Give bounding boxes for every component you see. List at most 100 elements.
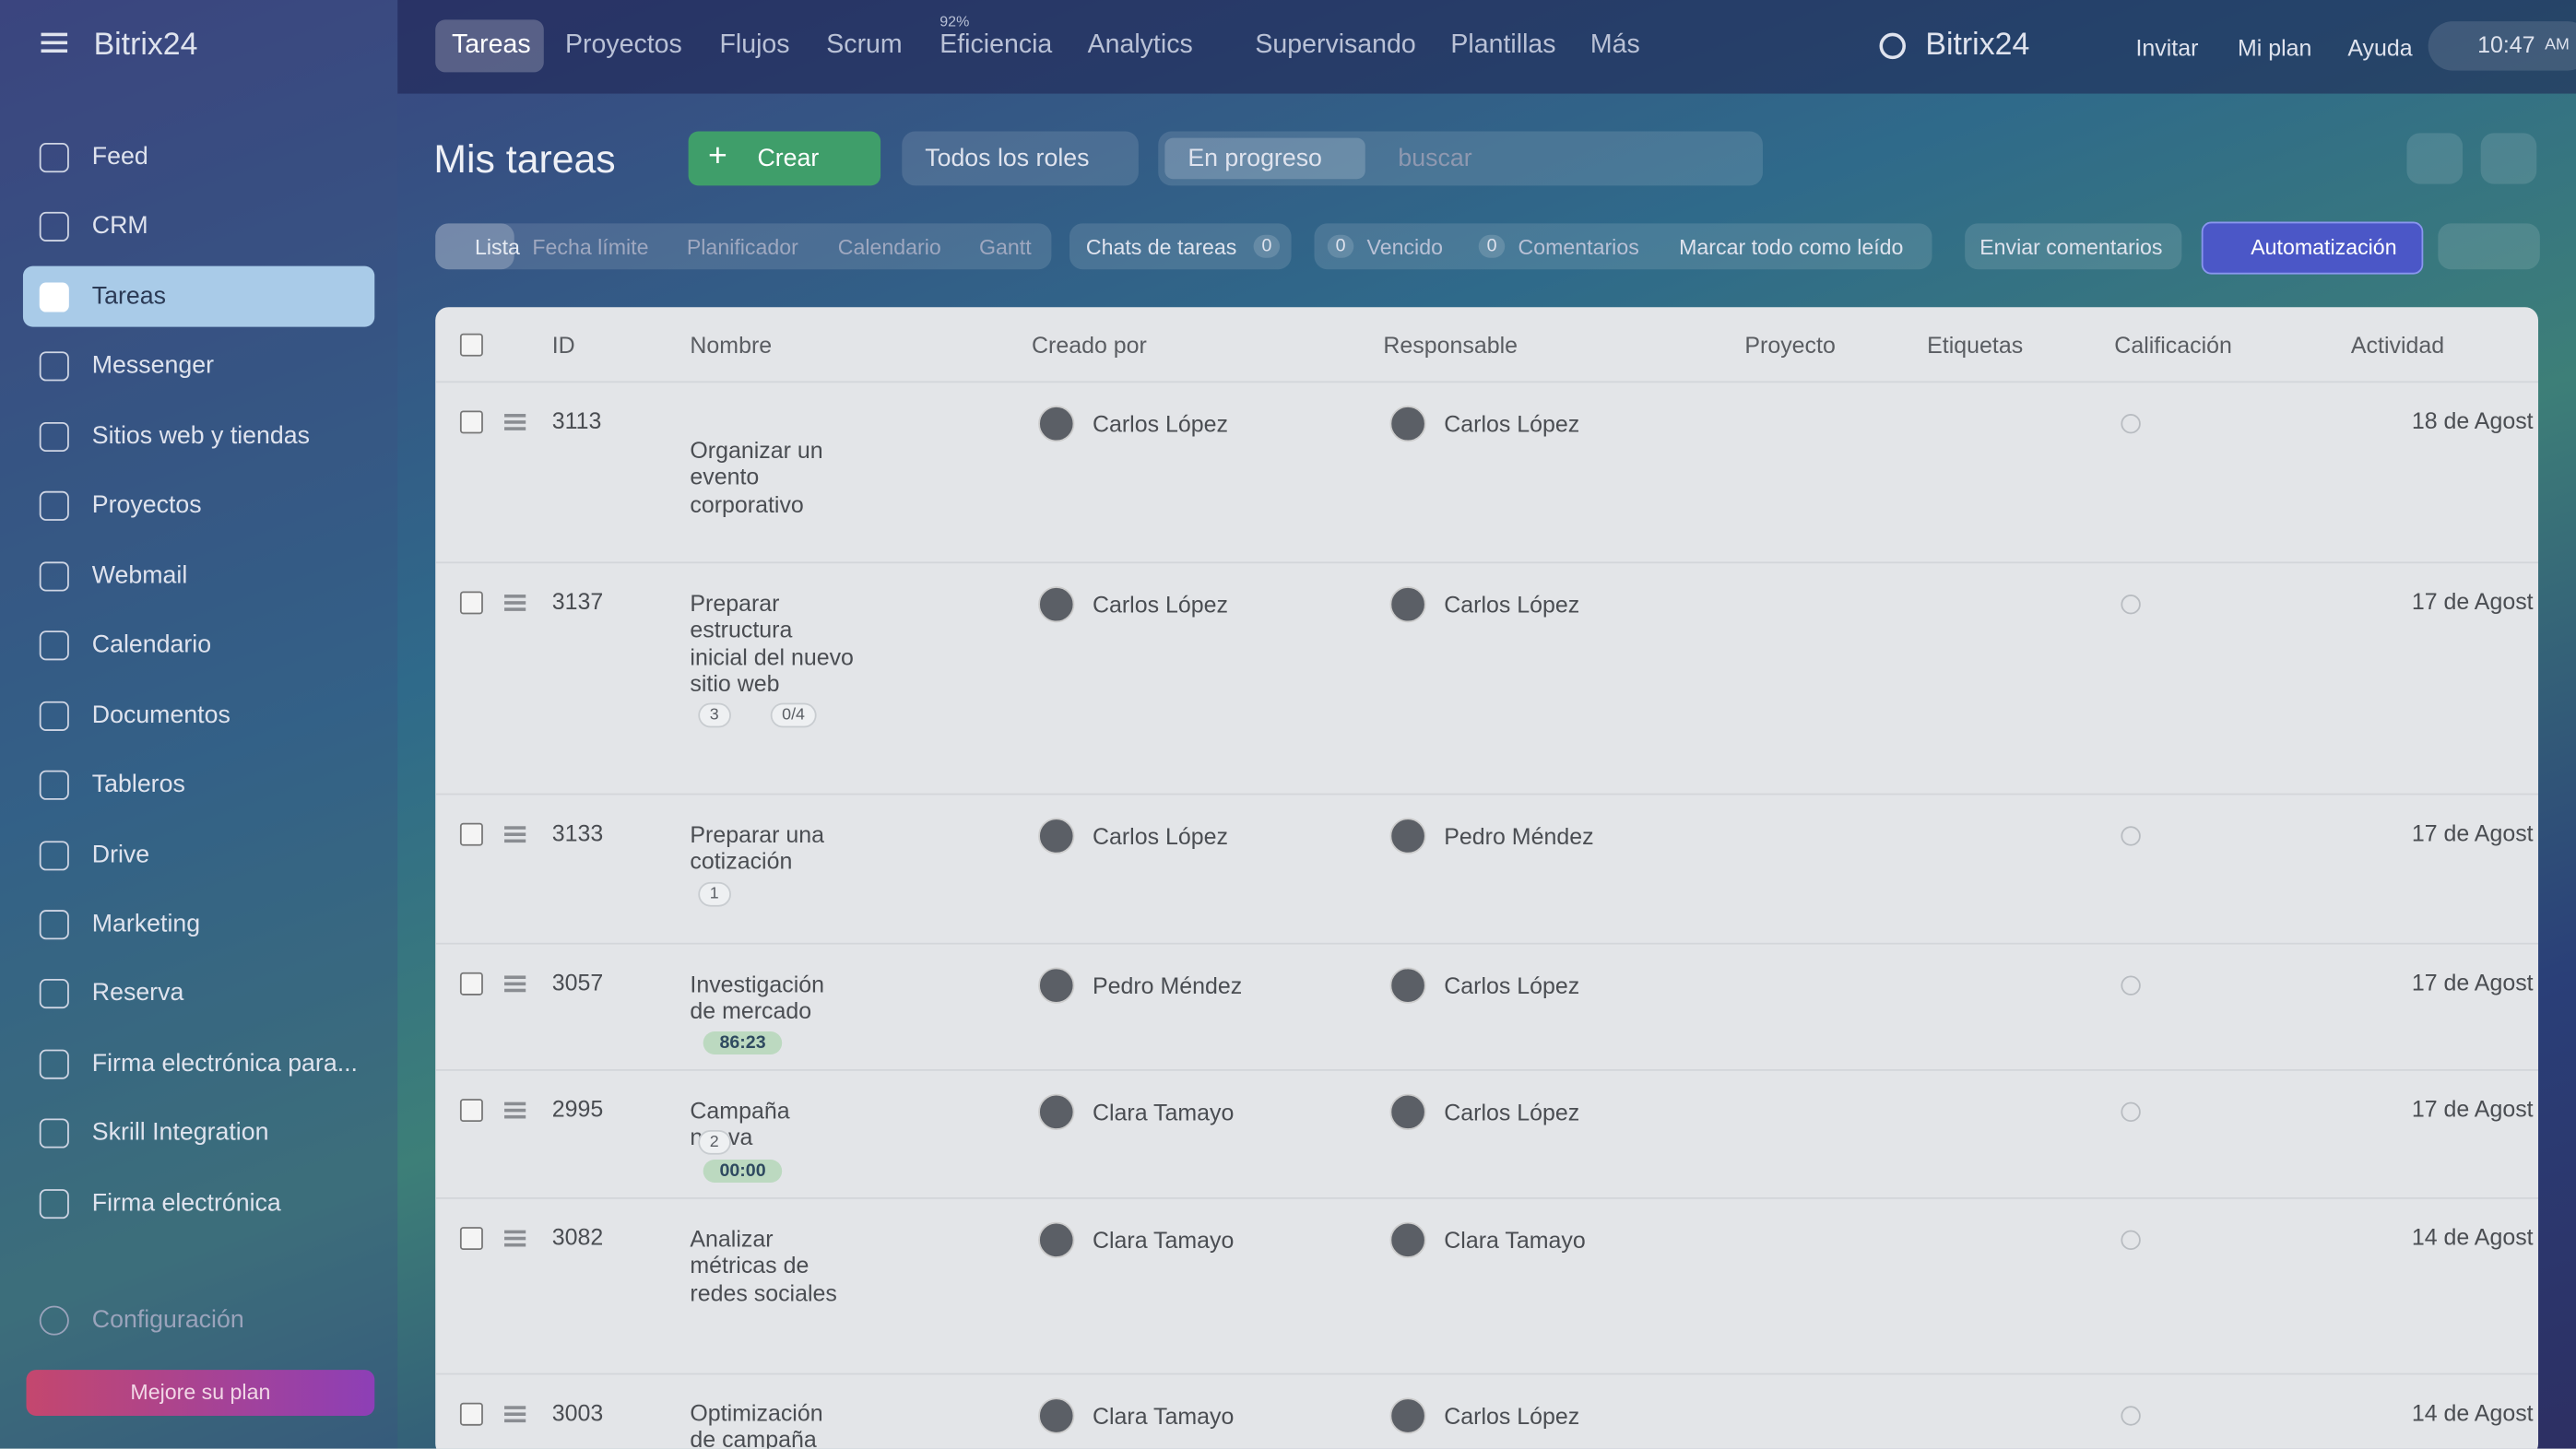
- creator[interactable]: Clara Tamayo: [1092, 1099, 1235, 1125]
- view-tab[interactable]: Gantt: [979, 234, 1032, 260]
- checkbox[interactable]: [459, 333, 483, 357]
- sidebar-item[interactable]: Skrill Integration: [91, 1119, 269, 1148]
- task-name[interactable]: Preparar una cotización: [690, 820, 825, 875]
- roles-dropdown[interactable]: Todos los roles: [902, 131, 1139, 186]
- top-nav-item[interactable]: Más: [1589, 30, 1640, 60]
- sidebar-item[interactable]: Messenger: [91, 351, 215, 381]
- column-header[interactable]: Etiquetas: [1927, 331, 2024, 359]
- more-button[interactable]: [2438, 223, 2540, 270]
- task-row[interactable]: 3003 Optimización de campaña Clara Tamayo C…: [435, 1372, 2539, 1449]
- sidebar-item[interactable]: Calendario: [91, 630, 212, 659]
- column-header[interactable]: Proyecto: [1744, 331, 1836, 359]
- task-id: 2995: [551, 1095, 604, 1123]
- top-nav-item[interactable]: Tareas: [452, 30, 531, 60]
- sidebar-item[interactable]: CRM: [91, 212, 148, 241]
- column-header[interactable]: Responsable: [1383, 331, 1518, 359]
- search-input[interactable]: buscar: [1398, 144, 1472, 173]
- flash-button[interactable]: [2480, 133, 2537, 184]
- task-name[interactable]: Investigación de mercado: [690, 971, 825, 1024]
- column-header[interactable]: Nombre: [690, 331, 773, 359]
- responsible[interactable]: Carlos López: [1444, 1099, 1580, 1125]
- top-nav-item[interactable]: Scrum: [826, 30, 903, 60]
- task-name[interactable]: Optimización de campaña: [690, 1399, 823, 1449]
- counter-label[interactable]: Vencido: [1366, 234, 1443, 260]
- sidebar-item[interactable]: Webmail: [91, 560, 188, 590]
- sidebar-item[interactable]: Tareas: [91, 282, 167, 311]
- checkbox[interactable]: [459, 410, 483, 434]
- sidebar-item[interactable]: Feed: [91, 143, 148, 171]
- upgrade-button[interactable]: Mejore su plan: [26, 1370, 375, 1416]
- automation-button[interactable]: Automatización: [2201, 221, 2424, 275]
- creator[interactable]: Carlos López: [1092, 822, 1228, 850]
- search-icon[interactable]: [1879, 32, 1907, 60]
- sidebar-item[interactable]: Proyectos: [91, 491, 202, 520]
- avatar: [1389, 1397, 1426, 1434]
- task-name[interactable]: Preparar estructura inicial del nuevo si…: [690, 589, 854, 697]
- drag-handle: [504, 414, 526, 418]
- feedback-button[interactable]: Enviar comentarios: [1965, 223, 2182, 270]
- sidebar-item[interactable]: Marketing: [91, 910, 201, 938]
- top-nav-item[interactable]: Eficiencia: [939, 30, 1053, 60]
- responsible[interactable]: Carlos López: [1444, 1402, 1580, 1430]
- drag-handle: [504, 975, 526, 980]
- responsible[interactable]: Carlos López: [1444, 410, 1580, 437]
- checkbox[interactable]: [459, 1402, 483, 1426]
- filter-chip[interactable]: En progreso: [1164, 137, 1365, 180]
- sidebar-item[interactable]: Sitios web y tiendas: [91, 421, 311, 450]
- settings-button[interactable]: [2406, 133, 2464, 184]
- top-action[interactable]: Mi plan: [2237, 34, 2312, 61]
- creator[interactable]: Carlos López: [1092, 591, 1228, 618]
- top-action[interactable]: Ayuda: [2347, 34, 2413, 61]
- creator[interactable]: Clara Tamayo: [1092, 1402, 1235, 1430]
- creator[interactable]: Pedro Méndez: [1092, 972, 1243, 999]
- checkbox[interactable]: [459, 1099, 483, 1123]
- creator[interactable]: Carlos López: [1092, 410, 1228, 437]
- sidebar-item[interactable]: Firma electrónica: [91, 1188, 281, 1217]
- creator[interactable]: Clara Tamayo: [1092, 1227, 1235, 1254]
- mark-read[interactable]: Marcar todo como leído: [1679, 234, 1904, 260]
- sidebar-item[interactable]: Firma electrónica para...: [91, 1049, 358, 1078]
- nav-icon: [39, 1049, 69, 1079]
- task-row[interactable]: 3057 Investigación de mercado 86:23 Pedro M…: [435, 942, 2539, 1071]
- view-tab[interactable]: Lista: [474, 234, 520, 260]
- menu-icon[interactable]: [41, 32, 68, 37]
- sidebar-item[interactable]: Documentos: [91, 701, 230, 729]
- column-header[interactable]: Calificación: [2114, 331, 2232, 359]
- responsible[interactable]: Pedro Méndez: [1444, 822, 1594, 850]
- column-header[interactable]: ID: [551, 331, 575, 359]
- task-row[interactable]: 3113 Organizar un evento corporativo Carlo…: [435, 381, 2539, 563]
- checkbox[interactable]: [459, 822, 483, 846]
- top-action[interactable]: Invitar: [2135, 34, 2199, 61]
- view-tab[interactable]: Calendario: [837, 234, 941, 260]
- sidebar-item[interactable]: Drive: [91, 840, 150, 868]
- checkbox[interactable]: [459, 1227, 483, 1251]
- nav-icon: [39, 212, 69, 242]
- task-name[interactable]: Analizar métricas de redes sociales: [690, 1225, 837, 1305]
- sidebar-item[interactable]: Configuración: [91, 1305, 244, 1334]
- view-tab[interactable]: Planificador: [686, 234, 798, 260]
- top-nav-item[interactable]: Supervisando: [1255, 30, 1416, 60]
- sidebar-item[interactable]: Tableros: [91, 770, 185, 799]
- top-nav-item[interactable]: Proyectos: [564, 30, 682, 60]
- responsible[interactable]: Carlos López: [1444, 591, 1580, 618]
- top-nav-item[interactable]: Flujos: [719, 30, 790, 60]
- task-row[interactable]: 3133 Preparar una cotización 1 Carlos López…: [435, 793, 2539, 945]
- view-tab[interactable]: Fecha límite: [532, 234, 649, 260]
- responsible[interactable]: Clara Tamayo: [1444, 1227, 1586, 1254]
- task-row[interactable]: 3137 Preparar estructura inicial del nuev…: [435, 561, 2539, 795]
- checkbox[interactable]: [459, 591, 483, 615]
- top-nav-item[interactable]: Analytics: [1087, 30, 1193, 60]
- responsible[interactable]: Carlos López: [1444, 972, 1580, 999]
- checkbox[interactable]: [459, 972, 483, 995]
- task-row[interactable]: 3082 Analizar métricas de redes sociales C…: [435, 1197, 2539, 1374]
- top-nav-item[interactable]: Plantillas: [1450, 30, 1556, 60]
- create-button[interactable]: Crear +: [688, 131, 881, 186]
- search-box[interactable]: En progreso buscar: [1158, 131, 1763, 186]
- counter-label[interactable]: Comentarios: [1518, 234, 1639, 260]
- column-header[interactable]: Actividad: [2350, 331, 2445, 359]
- column-header[interactable]: Creado por: [1032, 331, 1147, 359]
- task-name[interactable]: Organizar un evento corporativo: [690, 436, 823, 517]
- sidebar-item[interactable]: Reserva: [91, 979, 184, 1008]
- chats-button[interactable]: Chats de tareas 0: [1069, 223, 1292, 270]
